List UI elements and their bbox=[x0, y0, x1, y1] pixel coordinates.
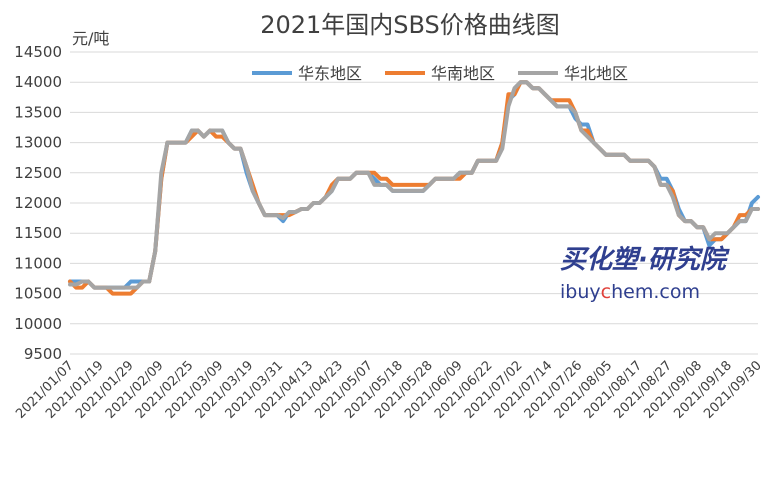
y-tick-label: 14500 bbox=[14, 43, 62, 61]
series-lines bbox=[68, 80, 760, 296]
gridlines bbox=[70, 51, 758, 355]
y-tick-label: 13000 bbox=[14, 134, 62, 152]
watermark-logo: 买化塑·研究院 ibuychem.com bbox=[560, 245, 730, 303]
legend-label: 华北地区 bbox=[564, 64, 628, 83]
watermark-url: ibuychem.com bbox=[560, 281, 700, 303]
watermark-url-accent: c bbox=[601, 281, 611, 303]
y-axis-unit: 元/吨 bbox=[72, 29, 109, 48]
y-tick-label: 11000 bbox=[14, 254, 62, 272]
watermark-url-suffix: hem.com bbox=[611, 281, 700, 303]
series-line bbox=[68, 80, 760, 290]
y-tick-label: 9500 bbox=[24, 345, 62, 363]
chart-title: 2021年国内SBS价格曲线图 bbox=[260, 11, 560, 39]
y-tick-label: 13500 bbox=[14, 103, 62, 121]
y-tick-label: 12500 bbox=[14, 164, 62, 182]
y-tick-label: 10500 bbox=[14, 285, 62, 303]
legend-label: 华东地区 bbox=[298, 64, 362, 83]
y-tick-label: 14000 bbox=[14, 73, 62, 91]
y-tick-label: 10000 bbox=[14, 315, 62, 333]
y-tick-label: 11500 bbox=[14, 224, 62, 242]
watermark-url-prefix: ibuy bbox=[560, 281, 601, 303]
x-axis-ticks: 2021/01/072021/01/192021/01/292021/02/09… bbox=[13, 358, 765, 422]
y-axis-ticks: 9500 10000 10500 11000 11500 12000 12500 13000 1… bbox=[14, 43, 62, 363]
y-tick-label: 12000 bbox=[14, 194, 62, 212]
legend: 华东地区 华南地区 华北地区 bbox=[252, 64, 628, 83]
watermark-brand: 买化塑·研究院 bbox=[560, 245, 730, 275]
legend-label: 华南地区 bbox=[431, 64, 495, 83]
